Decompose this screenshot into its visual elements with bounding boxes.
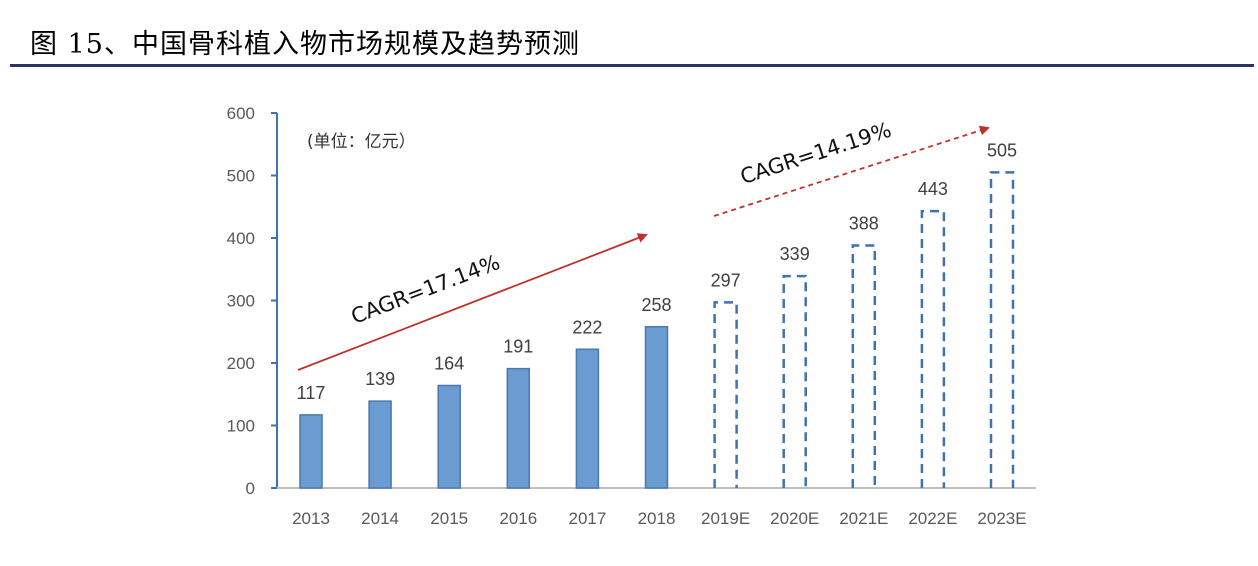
bar <box>506 367 531 489</box>
cagr-label-historical: CAGR=17.14% <box>348 250 503 329</box>
x-tick-label: 2015 <box>430 509 468 528</box>
y-tick-label: 600 <box>227 104 255 123</box>
y-tick-label: 200 <box>227 354 255 373</box>
bar-forecast <box>989 171 1015 488</box>
cagr-arrow-solid <box>297 233 648 371</box>
data-label: 505 <box>987 140 1017 160</box>
data-label: 191 <box>503 337 533 357</box>
data-label: 388 <box>849 214 879 234</box>
figure-title: 图 15、中国骨科植入物市场规模及趋势预测 <box>30 29 580 60</box>
data-label: 339 <box>780 244 810 264</box>
unit-label: (单位：亿元） <box>307 132 416 152</box>
data-label: 258 <box>641 295 671 315</box>
x-tick-label: 2018 <box>638 509 676 528</box>
cagr-arrow-dashed <box>713 125 990 217</box>
x-tick-label: 2023E <box>977 509 1026 528</box>
data-label: 164 <box>434 354 464 374</box>
bar-forecast <box>851 244 877 488</box>
x-tick-label: 2013 <box>292 509 330 528</box>
y-tick-label: 300 <box>227 292 255 311</box>
y-tick-label: 500 <box>227 167 255 186</box>
y-tick-label: 0 <box>246 479 255 498</box>
x-tick-label: 2016 <box>499 509 537 528</box>
data-label: 222 <box>572 317 602 337</box>
bar <box>368 400 392 489</box>
x-tick-label: 2014 <box>361 509 399 528</box>
bar-forecast <box>920 209 946 488</box>
x-tick-label: 2021E <box>839 509 888 528</box>
bar-forecast <box>782 274 807 488</box>
data-label: 117 <box>297 383 326 403</box>
bar <box>644 326 669 489</box>
x-tick-label: 2017 <box>568 509 606 528</box>
title-underline <box>10 64 1254 67</box>
x-tick-label: 2020E <box>770 509 819 528</box>
data-label: 297 <box>711 270 741 290</box>
cagr-label-forecast: CAGR=14.19% <box>737 118 894 189</box>
data-label: 139 <box>365 369 395 389</box>
bar <box>437 384 461 489</box>
x-tick-label: 2019E <box>701 509 750 528</box>
bar-forecast <box>713 301 738 488</box>
y-tick-label: 400 <box>227 229 255 248</box>
bar <box>299 414 323 489</box>
y-tick-label: 100 <box>227 417 255 436</box>
bar <box>575 348 600 489</box>
x-tick-label: 2022E <box>908 509 957 528</box>
data-label: 443 <box>918 179 948 199</box>
